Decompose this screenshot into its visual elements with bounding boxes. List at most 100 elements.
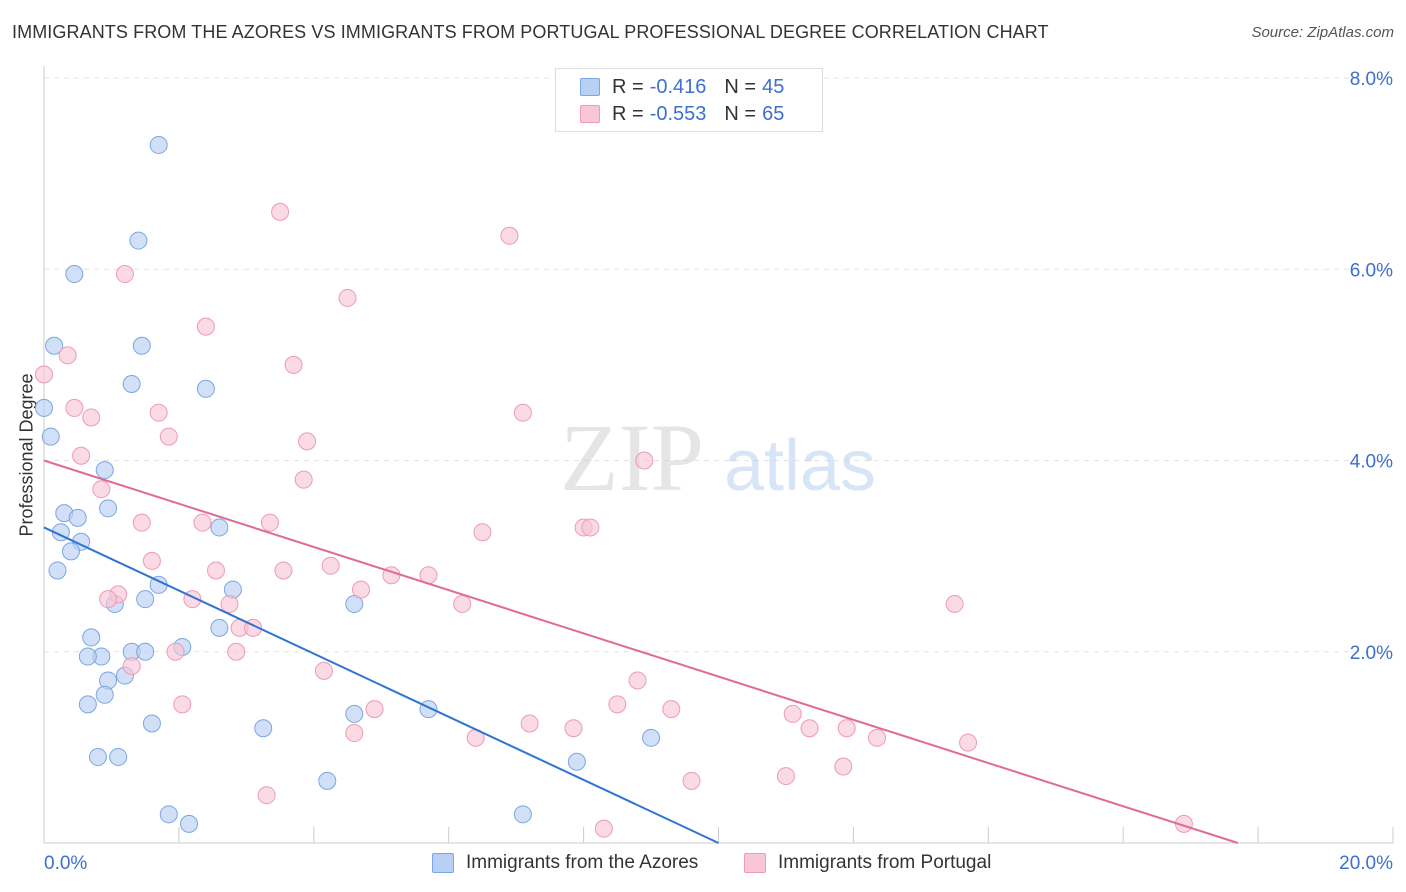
azores-point bbox=[254, 719, 273, 738]
portugal-point bbox=[298, 432, 317, 451]
azores-point bbox=[345, 704, 364, 723]
azores-point bbox=[95, 685, 114, 704]
azores-point bbox=[642, 728, 661, 747]
portugal-point bbox=[500, 226, 519, 245]
portugal-point bbox=[564, 719, 583, 738]
portugal-point bbox=[365, 700, 384, 719]
azores-point bbox=[136, 590, 155, 609]
portugal-point bbox=[682, 771, 701, 790]
azores-trend-line bbox=[43, 526, 719, 844]
portugal-point bbox=[959, 733, 978, 752]
portugal-point bbox=[834, 757, 853, 776]
portugal-point bbox=[227, 642, 246, 661]
azores-point bbox=[210, 618, 229, 637]
portugal-point bbox=[783, 704, 802, 723]
legend-item-portugal[interactable]: Immigrants from Portugal bbox=[744, 852, 991, 874]
portugal-point bbox=[837, 719, 856, 738]
portugal-point bbox=[608, 695, 627, 714]
azores-point bbox=[132, 336, 151, 355]
y-tick-label: 4.0% bbox=[1350, 452, 1393, 473]
portugal-point bbox=[294, 470, 313, 489]
axes bbox=[43, 66, 1394, 844]
azores-point bbox=[65, 265, 84, 284]
portugal-point bbox=[159, 427, 178, 446]
n-label: N = bbox=[724, 102, 757, 125]
portugal-point bbox=[166, 642, 185, 661]
azores-point bbox=[567, 752, 586, 771]
azores-point bbox=[109, 747, 128, 766]
azores-point bbox=[129, 231, 148, 250]
portugal-point bbox=[65, 398, 84, 417]
y-tick-label: 2.0% bbox=[1350, 643, 1393, 664]
portugal-point bbox=[35, 365, 53, 384]
portugal-point bbox=[594, 819, 613, 838]
watermark-zip: ZIP bbox=[560, 404, 704, 511]
r-label: R = bbox=[612, 102, 644, 125]
n-label: N = bbox=[724, 75, 757, 98]
portugal-point bbox=[628, 671, 647, 690]
azores-point bbox=[180, 814, 199, 833]
portugal-point bbox=[58, 346, 77, 365]
portugal-point bbox=[260, 513, 279, 532]
portugal-point bbox=[92, 480, 111, 499]
portugal-point bbox=[338, 288, 357, 307]
portugal-point bbox=[115, 265, 134, 284]
azores-point bbox=[45, 336, 64, 355]
azores-point bbox=[513, 805, 532, 824]
portugal-swatch bbox=[580, 105, 600, 123]
portugal-point bbox=[662, 700, 681, 719]
legend-item-azores[interactable]: Immigrants from the Azores bbox=[432, 852, 698, 874]
portugal-point bbox=[196, 317, 215, 336]
stats-row-portugal: R = -0.553 N = 65 bbox=[580, 101, 784, 127]
portugal-swatch bbox=[744, 853, 766, 873]
portugal-point bbox=[321, 556, 340, 575]
portugal-point bbox=[99, 590, 118, 609]
series-legend: Immigrants from the Azores Immigrants fr… bbox=[0, 852, 1406, 878]
azores-swatch bbox=[432, 853, 454, 873]
portugal-point bbox=[82, 408, 101, 427]
watermark: ZIP atlas bbox=[560, 404, 876, 511]
portugal-point bbox=[122, 657, 141, 676]
portugal-point bbox=[352, 580, 371, 599]
azores-swatch bbox=[580, 78, 600, 96]
portugal-point bbox=[868, 728, 887, 747]
portugal-point bbox=[314, 661, 333, 680]
portugal-point bbox=[257, 786, 276, 805]
chart-title: IMMIGRANTS FROM THE AZORES VS IMMIGRANTS… bbox=[12, 22, 1049, 42]
n-value: 65 bbox=[762, 102, 785, 125]
stats-legend: R = -0.416 N = 45 R = -0.553 N = 65 bbox=[555, 68, 823, 132]
grid-lines bbox=[44, 77, 1393, 653]
portugal-point bbox=[520, 714, 539, 733]
trend-lines bbox=[43, 459, 1239, 844]
azores-point bbox=[99, 499, 118, 518]
azores-point bbox=[82, 628, 101, 647]
r-value: -0.553 bbox=[649, 102, 707, 125]
azores-point bbox=[88, 747, 107, 766]
n-value: 45 bbox=[762, 75, 785, 98]
portugal-point bbox=[274, 561, 293, 580]
x-tick-label: 0.0% bbox=[44, 853, 87, 874]
portugal-point bbox=[945, 594, 964, 613]
azores-point bbox=[61, 542, 80, 561]
azores-point bbox=[122, 375, 141, 393]
portugal-point bbox=[345, 724, 364, 743]
portugal-points bbox=[35, 202, 1193, 838]
portugal-point bbox=[635, 451, 654, 470]
azores-point bbox=[196, 379, 215, 398]
portugal-point bbox=[776, 767, 795, 786]
azores-point bbox=[149, 135, 168, 154]
azores-point bbox=[48, 561, 67, 580]
portugal-point bbox=[513, 403, 532, 422]
portugal-point bbox=[72, 446, 91, 465]
portugal-point bbox=[193, 513, 212, 532]
x-tick-label: 20.0% bbox=[1339, 853, 1393, 874]
azores-point bbox=[78, 695, 97, 714]
portugal-point bbox=[271, 202, 290, 221]
azores-point bbox=[142, 714, 161, 733]
portugal-point bbox=[453, 594, 472, 613]
stats-row-azores: R = -0.416 N = 45 bbox=[580, 74, 784, 100]
azores-point bbox=[41, 427, 60, 446]
portugal-point bbox=[284, 355, 303, 374]
r-value: -0.416 bbox=[649, 75, 707, 98]
